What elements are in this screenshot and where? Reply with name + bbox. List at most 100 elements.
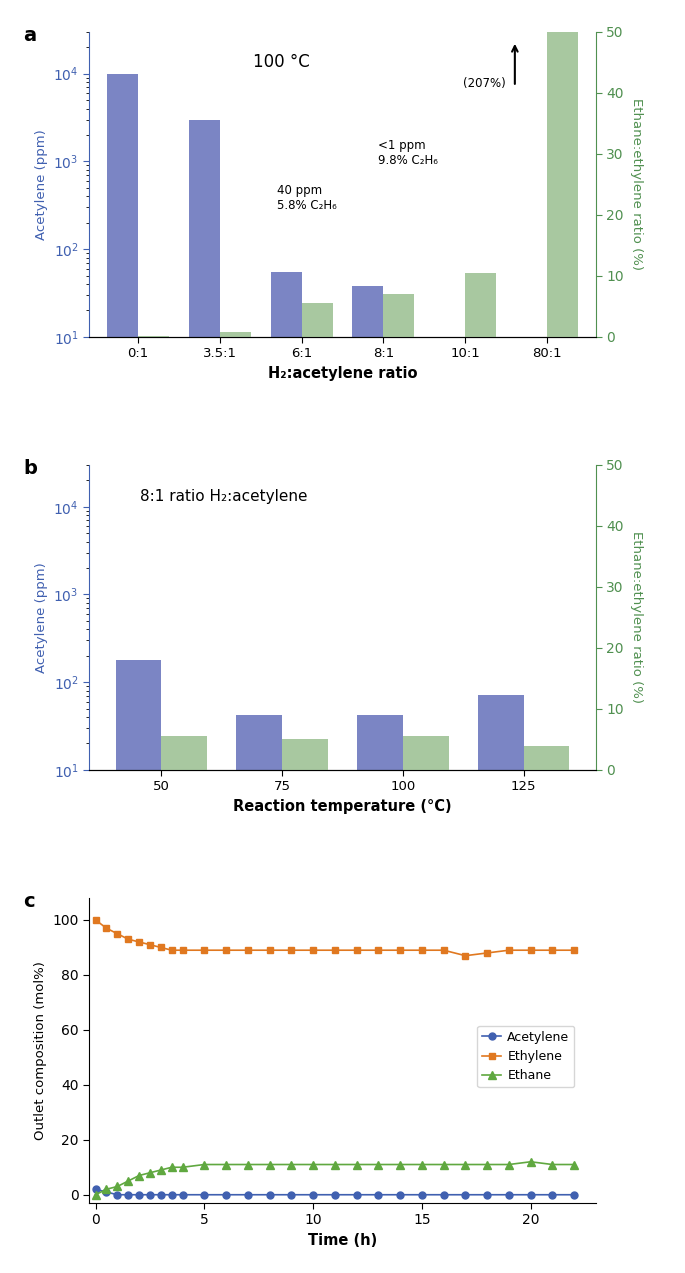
Bar	[107, 74, 138, 1273]
Bar	[282, 740, 328, 770]
Ethane	[483, 1157, 491, 1172]
Text: (207%): (207%)	[463, 76, 506, 90]
Ethylene	[505, 942, 513, 957]
Acetylene	[548, 1188, 556, 1203]
Ethane	[113, 1179, 121, 1194]
Ethylene	[113, 925, 121, 941]
Acetylene	[483, 1188, 491, 1203]
Acetylene	[135, 1188, 143, 1203]
Ethane	[331, 1157, 339, 1172]
Ethane	[527, 1155, 535, 1170]
Ethane	[570, 1157, 578, 1172]
Ethylene	[287, 942, 295, 957]
Bar	[384, 294, 414, 337]
Ethane	[179, 1160, 187, 1175]
Legend: Acetylene, Ethylene, Ethane: Acetylene, Ethylene, Ethane	[477, 1026, 575, 1087]
Ethane	[440, 1157, 448, 1172]
Acetylene	[331, 1188, 339, 1203]
Ethylene	[461, 948, 469, 964]
Text: c: c	[23, 892, 35, 911]
Text: 40 ppm
5.8% C₂H₆: 40 ppm 5.8% C₂H₆	[277, 185, 336, 213]
Bar	[477, 695, 523, 1273]
Line: Ethylene: Ethylene	[92, 917, 577, 959]
Acetylene	[461, 1188, 469, 1203]
Ethylene	[102, 920, 110, 936]
Acetylene	[179, 1188, 187, 1203]
Ethylene	[266, 942, 274, 957]
Ethane	[200, 1157, 208, 1172]
Acetylene	[92, 1181, 100, 1197]
Bar	[220, 332, 251, 337]
Ethane	[353, 1157, 361, 1172]
Ethylene	[179, 942, 187, 957]
Ethane	[461, 1157, 469, 1172]
Acetylene	[266, 1188, 274, 1203]
Ethylene	[244, 942, 252, 957]
Ethylene	[353, 942, 361, 957]
Bar	[271, 272, 301, 1273]
Ethylene	[418, 942, 426, 957]
Y-axis label: Outlet composition (mol%): Outlet composition (mol%)	[34, 961, 47, 1139]
Ethane	[102, 1181, 110, 1197]
Acetylene	[570, 1188, 578, 1203]
Acetylene	[396, 1188, 404, 1203]
Ethane	[168, 1160, 176, 1175]
Acetylene	[222, 1188, 230, 1203]
Acetylene	[527, 1188, 535, 1203]
Ethane	[548, 1157, 556, 1172]
Line: Ethane: Ethane	[91, 1157, 578, 1199]
Ethylene	[570, 942, 578, 957]
Y-axis label: Acetylene (ppm): Acetylene (ppm)	[35, 129, 48, 239]
Ethylene	[483, 946, 491, 961]
Y-axis label: Acetylene (ppm): Acetylene (ppm)	[35, 563, 48, 672]
Acetylene	[157, 1188, 165, 1203]
Bar	[162, 736, 208, 770]
Ethylene	[135, 934, 143, 950]
Bar	[523, 746, 569, 770]
Bar	[352, 286, 384, 1273]
Bar	[357, 715, 403, 1273]
Ethane	[146, 1165, 154, 1180]
Ethylene	[157, 939, 165, 955]
Ethylene	[374, 942, 382, 957]
Ethane	[124, 1174, 132, 1189]
Acetylene	[124, 1188, 132, 1203]
Acetylene	[374, 1188, 382, 1203]
Line: Acetylene: Acetylene	[92, 1185, 577, 1198]
Ethylene	[146, 937, 154, 952]
Ethylene	[168, 942, 176, 957]
Ethane	[418, 1157, 426, 1172]
Ethylene	[331, 942, 339, 957]
Ethane	[374, 1157, 382, 1172]
Acetylene	[244, 1188, 252, 1203]
Ethane	[157, 1162, 165, 1178]
Acetylene	[353, 1188, 361, 1203]
Bar	[236, 715, 282, 1273]
Bar	[547, 32, 578, 337]
Bar	[116, 659, 162, 1273]
Ethylene	[548, 942, 556, 957]
X-axis label: Time (h): Time (h)	[308, 1234, 377, 1248]
Text: 100 °C: 100 °C	[253, 53, 310, 71]
Ethane	[92, 1188, 100, 1203]
Acetylene	[505, 1188, 513, 1203]
Text: a: a	[23, 25, 36, 45]
Y-axis label: Ethane:ethylene ratio (%): Ethane:ethylene ratio (%)	[630, 531, 643, 704]
Bar	[403, 736, 449, 770]
Bar	[301, 303, 333, 337]
Acetylene	[102, 1184, 110, 1199]
Bar	[189, 120, 220, 1273]
Acetylene	[146, 1188, 154, 1203]
Acetylene	[418, 1188, 426, 1203]
Acetylene	[113, 1188, 121, 1203]
Bar	[465, 272, 496, 337]
Text: <1 ppm
9.8% C₂H₆: <1 ppm 9.8% C₂H₆	[378, 139, 438, 167]
Acetylene	[168, 1188, 176, 1203]
Y-axis label: Ethane:ethylene ratio (%): Ethane:ethylene ratio (%)	[630, 98, 643, 270]
X-axis label: Reaction temperature (°C): Reaction temperature (°C)	[233, 799, 452, 813]
Text: b: b	[23, 458, 37, 477]
Ethane	[135, 1167, 143, 1183]
Ethylene	[92, 913, 100, 928]
Ethylene	[124, 932, 132, 947]
Ethane	[505, 1157, 513, 1172]
